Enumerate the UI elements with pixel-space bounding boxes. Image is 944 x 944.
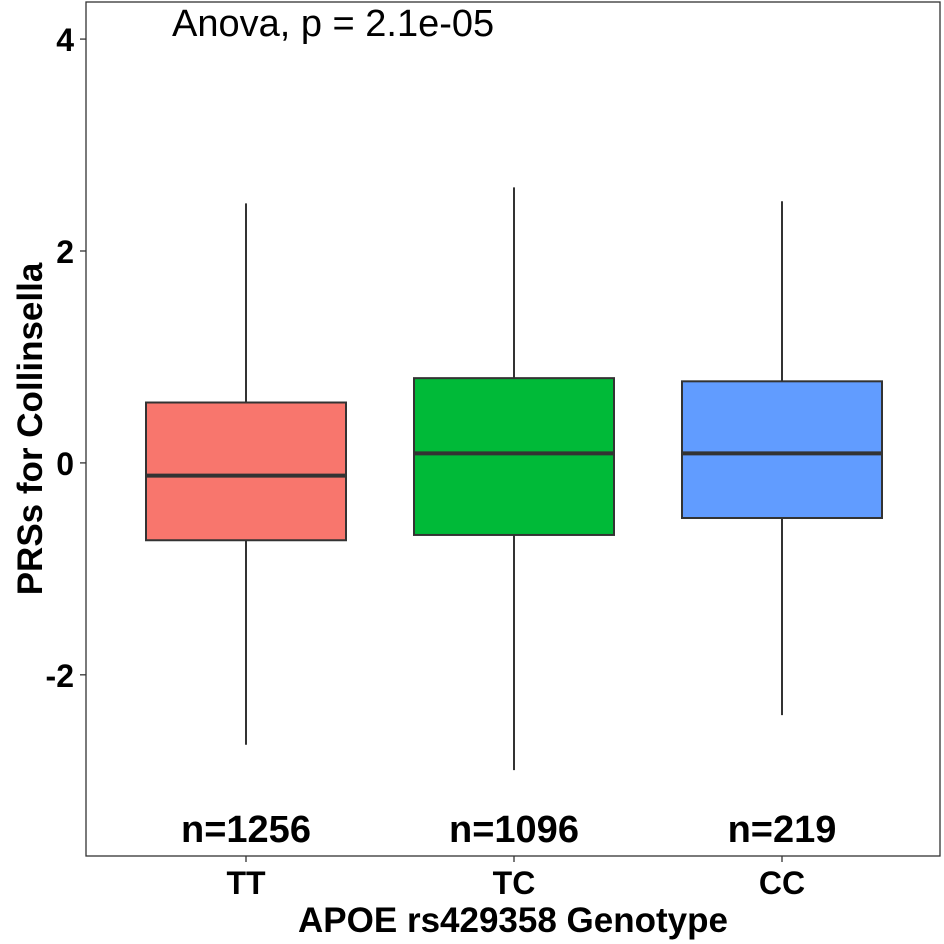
x-tick-label: TT (226, 865, 266, 901)
box-TC (413, 377, 615, 536)
y-tick-label: -2 (46, 658, 74, 694)
n-label: n=1256 (181, 809, 311, 851)
x-tick-label: CC (759, 865, 805, 901)
n-label: n=1096 (449, 809, 579, 851)
box-CC (681, 380, 883, 520)
anova-annotation: Anova, p = 2.1e-05 (172, 3, 494, 45)
y-tick-label: 2 (56, 234, 74, 270)
x-axis-label: APOE rs429358 Genotype (298, 901, 728, 940)
y-tick-label: 0 (56, 446, 74, 482)
box-TT (145, 401, 347, 542)
n-label: n=219 (728, 809, 837, 851)
x-tick-label: TC (493, 865, 536, 901)
y-tick-label: 4 (56, 22, 74, 58)
y-axis-label: PRSs for Collinsella (11, 262, 50, 595)
